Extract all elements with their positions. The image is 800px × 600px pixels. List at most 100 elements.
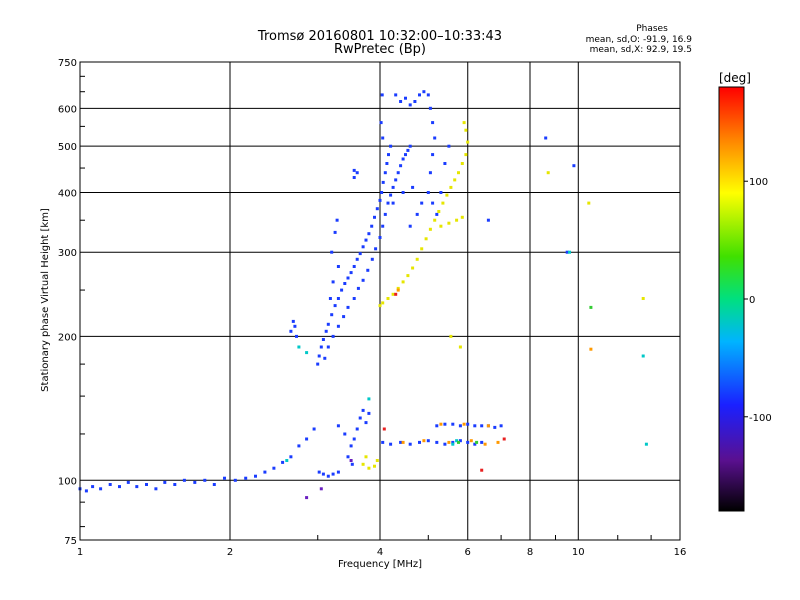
data-point bbox=[466, 140, 470, 144]
data-point bbox=[418, 93, 421, 97]
data-point bbox=[233, 478, 237, 482]
data-point bbox=[486, 424, 490, 428]
data-point bbox=[352, 265, 356, 268]
x-tick-label: 1 bbox=[77, 547, 83, 558]
data-point bbox=[319, 487, 323, 491]
data-point bbox=[212, 483, 216, 486]
data-point bbox=[330, 313, 334, 317]
data-point bbox=[565, 250, 569, 254]
data-point bbox=[431, 121, 435, 125]
data-point bbox=[589, 347, 593, 351]
x-axis-label: Frequency [MHz] bbox=[338, 559, 422, 570]
data-point bbox=[326, 345, 330, 349]
data-point bbox=[422, 439, 426, 443]
data-point bbox=[336, 297, 340, 300]
data-point bbox=[460, 215, 464, 219]
data-point bbox=[411, 185, 415, 189]
data-point bbox=[331, 334, 335, 338]
data-point bbox=[587, 201, 591, 205]
data-point bbox=[415, 257, 419, 261]
colorbar-tick-label: 100 bbox=[749, 177, 768, 188]
y-tick-label: 750 bbox=[58, 58, 77, 69]
data-point bbox=[378, 304, 382, 308]
data-point bbox=[364, 238, 368, 242]
x-tick-label: 8 bbox=[527, 547, 533, 558]
y-tick-label: 300 bbox=[58, 248, 77, 259]
data-point bbox=[381, 136, 385, 140]
data-point bbox=[404, 96, 407, 100]
data-point bbox=[355, 257, 359, 261]
data-point bbox=[182, 478, 186, 482]
data-point bbox=[323, 356, 327, 360]
data-point bbox=[381, 224, 385, 228]
data-point bbox=[367, 466, 371, 470]
data-point bbox=[358, 416, 362, 420]
data-point bbox=[439, 422, 443, 426]
data-point bbox=[420, 201, 424, 205]
data-point bbox=[295, 334, 298, 338]
data-point bbox=[437, 210, 441, 213]
colorbar-tick-label: 0 bbox=[749, 295, 755, 306]
data-point bbox=[431, 201, 435, 205]
data-point bbox=[335, 218, 339, 222]
data-point bbox=[321, 472, 325, 476]
data-point bbox=[447, 440, 451, 444]
data-point bbox=[126, 480, 130, 484]
y-axis-ticks: 75 100 200 300 400 500 600 750 bbox=[58, 58, 85, 547]
data-point bbox=[435, 424, 439, 428]
chart-title: Tromsø 20160801 10:32:00–10:33:43 bbox=[257, 29, 502, 44]
data-point bbox=[383, 171, 387, 175]
data-point bbox=[401, 280, 405, 284]
data-point bbox=[457, 440, 460, 444]
data-point bbox=[493, 425, 497, 429]
data-point bbox=[396, 171, 400, 175]
data-point bbox=[572, 164, 576, 168]
data-point bbox=[418, 440, 421, 444]
data-point bbox=[361, 278, 365, 282]
data-point bbox=[370, 224, 374, 228]
y-tick-label: 100 bbox=[58, 476, 77, 487]
data-point bbox=[396, 288, 400, 292]
data-point bbox=[380, 93, 384, 97]
data-point bbox=[361, 408, 365, 412]
data-point bbox=[312, 427, 316, 431]
data-point bbox=[173, 483, 177, 486]
data-point bbox=[223, 476, 226, 480]
data-point bbox=[464, 128, 468, 132]
data-point bbox=[289, 455, 293, 459]
data-point bbox=[399, 440, 403, 444]
data-point bbox=[408, 224, 412, 228]
data-point bbox=[305, 351, 309, 355]
data-point bbox=[387, 153, 390, 157]
data-point bbox=[336, 470, 340, 474]
grid-lines bbox=[80, 62, 680, 540]
data-point bbox=[333, 230, 337, 234]
data-point bbox=[433, 218, 437, 222]
data-point bbox=[343, 282, 347, 285]
data-point bbox=[381, 440, 385, 444]
data-point bbox=[349, 271, 353, 275]
colorbar-gradient bbox=[718, 86, 745, 512]
data-point bbox=[91, 485, 95, 489]
data-point bbox=[297, 444, 301, 448]
data-point bbox=[378, 198, 382, 202]
data-point bbox=[428, 171, 432, 175]
data-point bbox=[401, 157, 405, 161]
data-point bbox=[399, 100, 403, 103]
data-point bbox=[321, 338, 325, 341]
data-point bbox=[326, 322, 330, 326]
data-point bbox=[352, 437, 356, 441]
data-point bbox=[496, 440, 500, 444]
data-point bbox=[480, 424, 484, 428]
data-point bbox=[355, 171, 359, 175]
data-point bbox=[439, 224, 443, 228]
data-point bbox=[460, 162, 464, 165]
data-point bbox=[473, 424, 477, 428]
data-point bbox=[84, 489, 88, 493]
data-point bbox=[305, 496, 309, 500]
data-point bbox=[428, 227, 432, 231]
data-point bbox=[451, 422, 455, 426]
data-point bbox=[428, 106, 432, 110]
data-point bbox=[293, 324, 297, 328]
